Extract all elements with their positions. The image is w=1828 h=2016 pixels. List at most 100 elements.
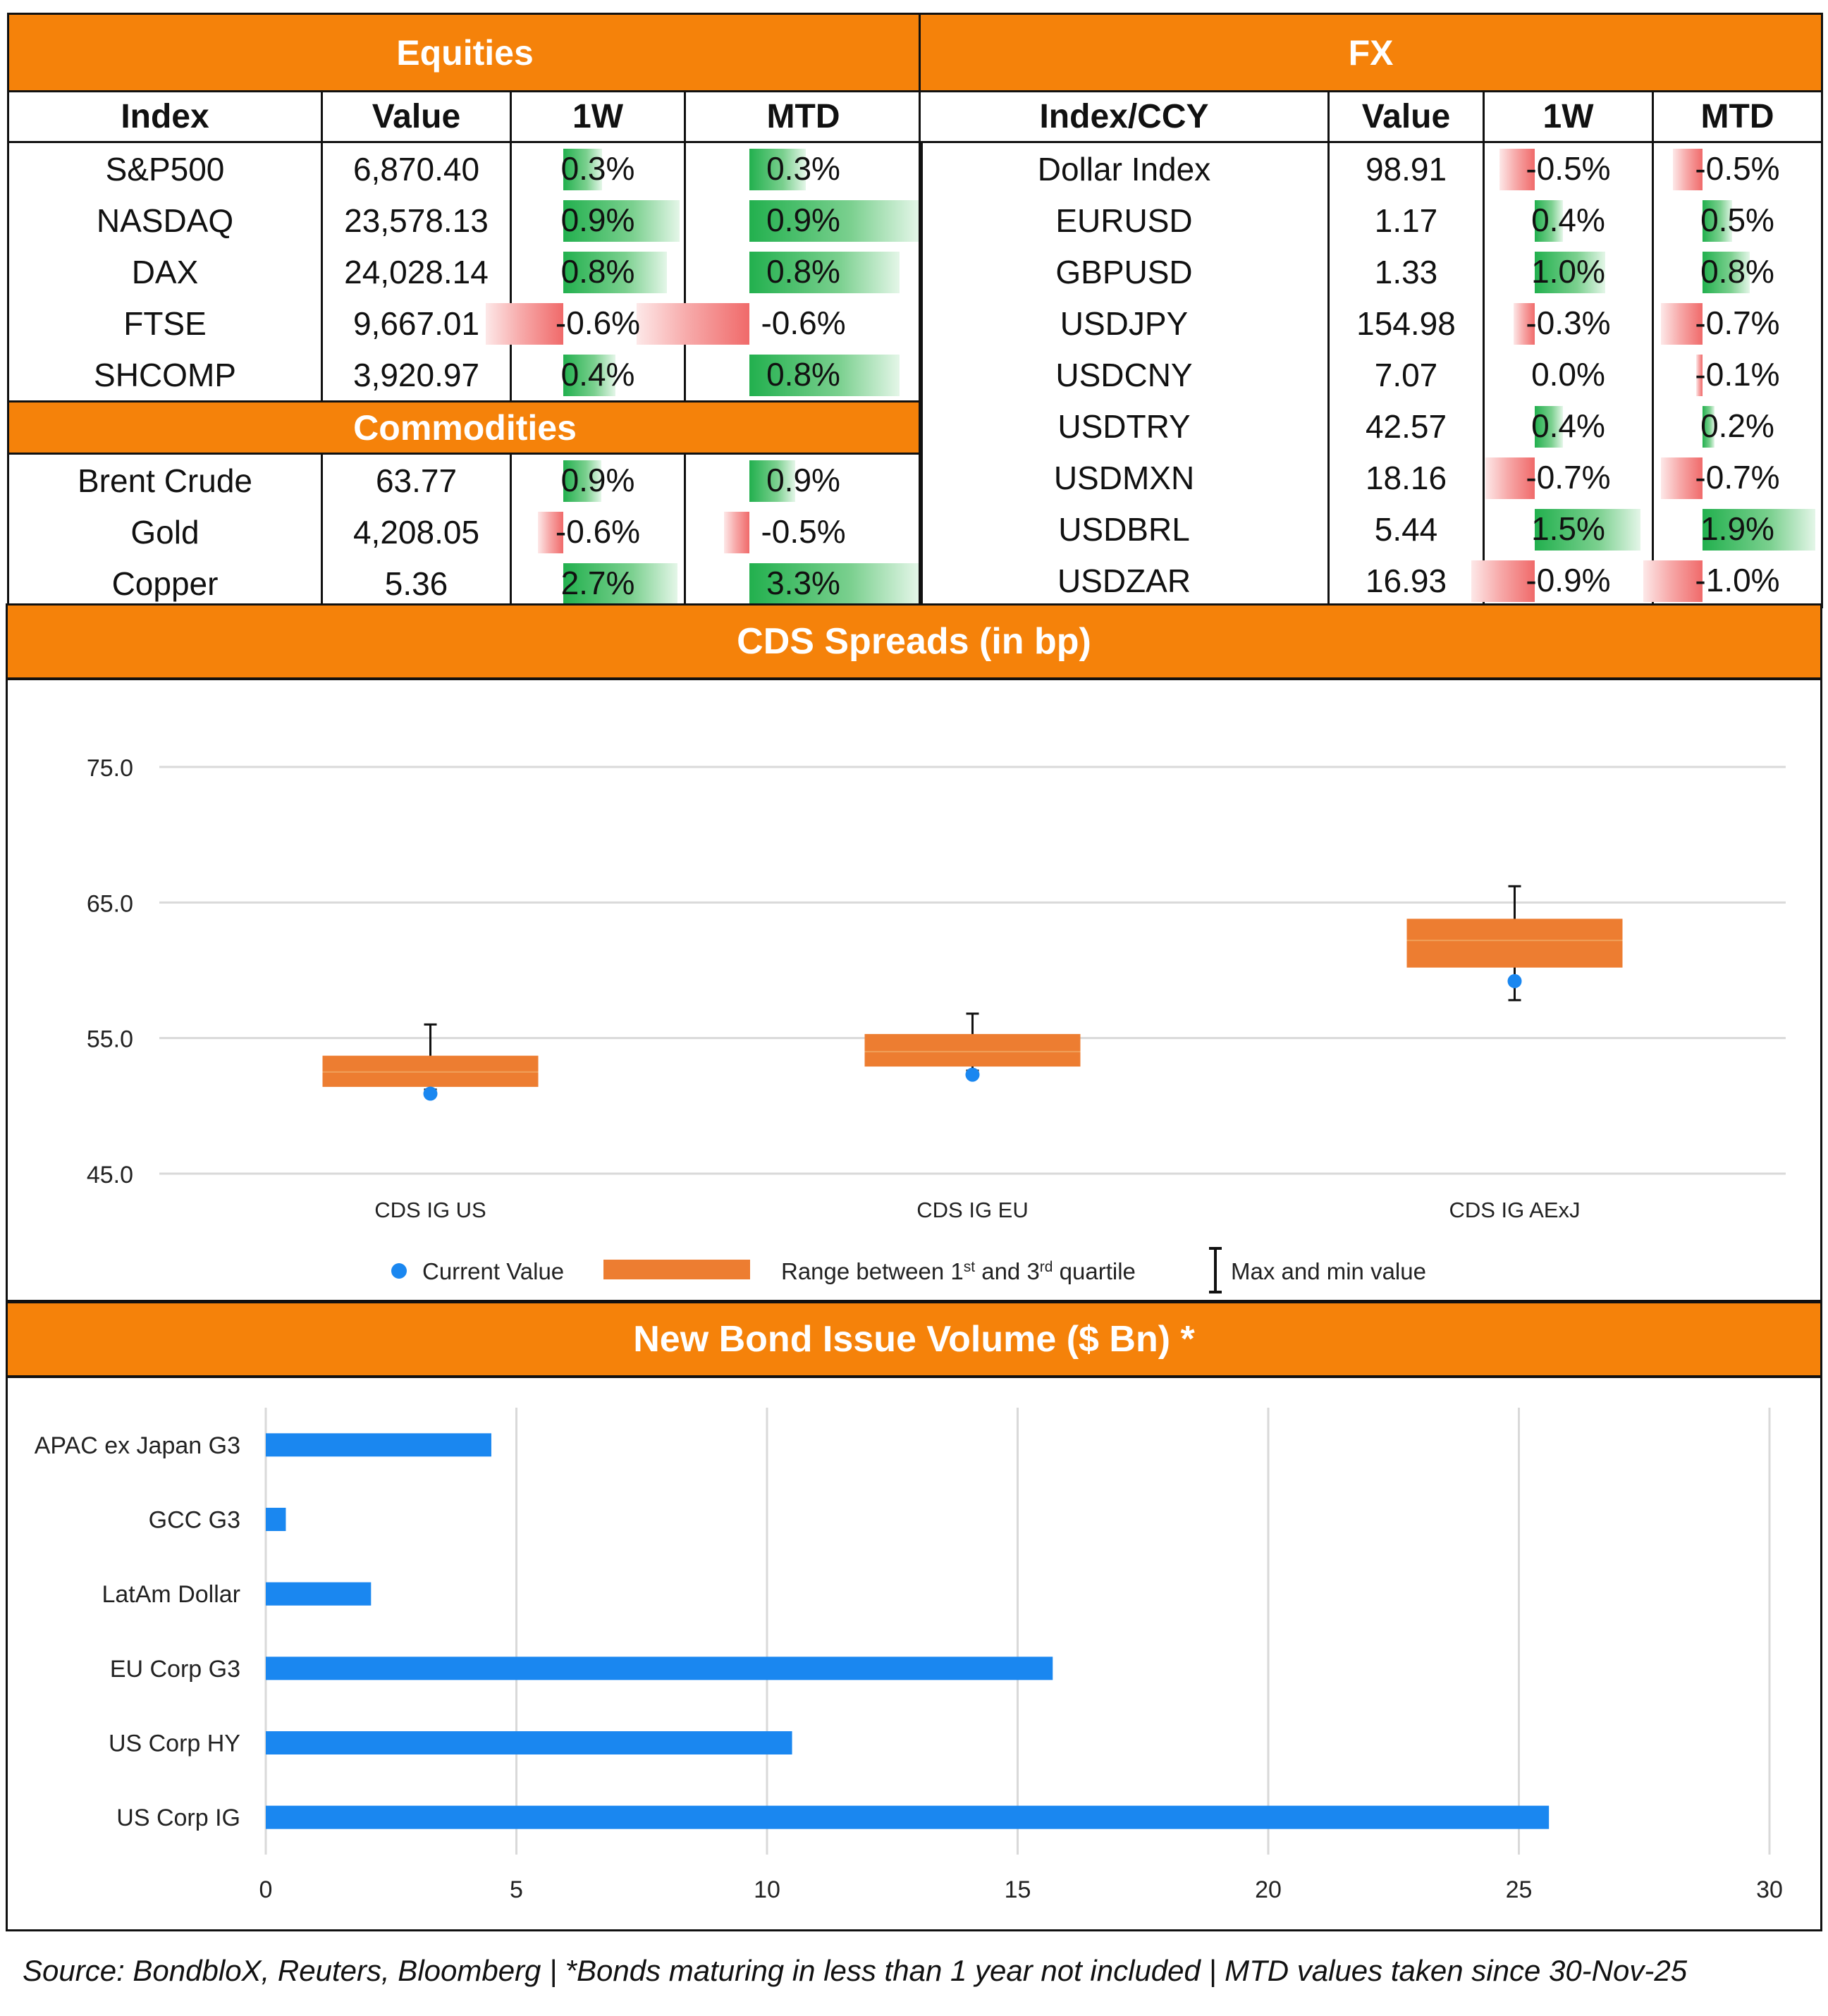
table-row: USDJPY 154.98 -0.3% -0.7%	[919, 297, 1824, 349]
row-value: 1.33	[1327, 246, 1485, 297]
pct-value: 0.9%	[766, 202, 840, 238]
bar	[266, 1805, 1550, 1829]
pct-cell: 0.8%	[1654, 246, 1821, 297]
pct-cell: 0.4%	[1485, 195, 1652, 246]
data-bar-positive	[1535, 200, 1564, 242]
row-value: 24,028.14	[321, 246, 512, 297]
current-value-point	[423, 1086, 438, 1101]
data-bar-negative	[1696, 355, 1703, 396]
pct-value: -0.6%	[555, 513, 641, 550]
legend-range-part: quartile	[1053, 1258, 1135, 1284]
pct-cell: 0.0%	[1485, 349, 1652, 400]
data-bar-negative	[1643, 560, 1703, 602]
data-bar-negative	[1514, 303, 1535, 345]
pct-value: -0.5%	[1695, 150, 1780, 187]
row-mtd: -1.0%	[1643, 555, 1824, 608]
x-tick-label: 10	[754, 1876, 780, 1903]
pct-value: 3.3%	[766, 565, 840, 601]
row-1w: 0.4%	[1483, 195, 1654, 246]
data-bar-positive	[749, 252, 900, 293]
row-mtd: -0.7%	[1651, 297, 1824, 349]
pct-value: -0.3%	[1526, 305, 1611, 341]
data-bar-positive	[563, 355, 615, 396]
row-value: 98.91	[1327, 142, 1485, 195]
table-row: S&P500 6,870.40 0.3% 0.3%	[7, 142, 924, 195]
pct-value: 0.8%	[1700, 253, 1774, 290]
y-category-label: LatAm Dollar	[102, 1581, 240, 1608]
source-note: Source: BondbloX, Reuters, Bloomberg | *…	[23, 1954, 1688, 1987]
data-bar-negative	[723, 512, 749, 553]
row-mtd: 1.9%	[1651, 503, 1824, 555]
pct-cell: 1.5%	[1485, 503, 1652, 555]
y-tick-label: 65.0	[87, 890, 133, 917]
x-tick-label: 5	[510, 1876, 523, 1903]
col-index: Index	[7, 90, 323, 143]
data-bar-positive	[563, 149, 603, 190]
pct-value: -1.0%	[1695, 562, 1780, 598]
cds-chart-panel: 45.0 55.0 65.0 75.0 CDS IG US CDS IG EU CDS IG…	[6, 678, 1822, 1302]
row-1w: 0.4%	[1483, 400, 1654, 452]
pct-value: -0.5%	[1526, 150, 1611, 187]
table-row: USDCNY 7.07 0.0% -0.1%	[919, 349, 1824, 400]
x-tick-label: 15	[1005, 1876, 1031, 1903]
row-1w: 2.7%	[510, 558, 686, 611]
pct-value: -0.5%	[761, 513, 846, 550]
pct-cell: 0.5%	[1654, 195, 1821, 246]
row-1w: 0.0%	[1483, 349, 1654, 400]
pct-cell: 0.8%	[686, 349, 921, 400]
data-bar-negative	[636, 303, 749, 345]
row-1w: -0.5%	[1483, 142, 1654, 195]
row-value: 42.57	[1327, 400, 1485, 452]
pct-cell: -0.6%	[512, 506, 684, 558]
pct-cell: 0.9%	[686, 455, 921, 506]
row-name: USDBRL	[919, 503, 1330, 555]
pct-value: -0.1%	[1695, 356, 1780, 393]
pct-cell: -0.5%	[686, 506, 921, 558]
row-name: USDZAR	[919, 555, 1330, 608]
y-category-label: US Corp IG	[116, 1805, 240, 1831]
bar	[266, 1508, 286, 1531]
y-category-label: EU Corp G3	[110, 1656, 240, 1683]
data-bar-negative	[1660, 303, 1703, 345]
pct-value: 0.4%	[560, 356, 635, 393]
row-mtd: 3.3%	[683, 558, 924, 611]
pct-value: 0.4%	[1531, 202, 1605, 238]
row-mtd: 0.8%	[683, 246, 924, 297]
row-name: USDJPY	[919, 297, 1330, 349]
legend-range-label: Range between 1st and 3rd quartile	[781, 1258, 1136, 1284]
pct-value: 0.8%	[766, 253, 840, 290]
pct-cell: -0.7%	[1485, 452, 1652, 503]
row-name: USDTRY	[919, 400, 1330, 452]
row-mtd: 0.8%	[1651, 246, 1824, 297]
y-tick-label: 75.0	[87, 755, 133, 782]
row-value: 9,667.01	[321, 297, 512, 349]
equities-title: Equities	[6, 13, 924, 92]
col-mtd: MTD	[683, 90, 924, 143]
pct-cell: -1.0%	[1643, 555, 1821, 606]
row-value: 6,870.40	[321, 142, 512, 195]
row-value: 154.98	[1327, 297, 1485, 349]
row-value: 4,208.05	[321, 506, 512, 558]
pct-cell: 2.7%	[512, 558, 684, 609]
bond-title: New Bond Issue Volume ($ Bn) *	[633, 1319, 1195, 1360]
table-row: Dollar Index 98.91 -0.5% -0.5%	[919, 142, 1824, 195]
data-bar-positive	[563, 563, 678, 605]
legend-range-part: rd	[1040, 1259, 1053, 1275]
row-1w: 1.5%	[1483, 503, 1654, 555]
quartile-box	[864, 1033, 1081, 1067]
x-category-label: CDS IG EU	[916, 1198, 1028, 1222]
data-bar-positive	[1535, 406, 1564, 448]
bond-chart-panel: 0 5 10 15 20 25 30 APAC ex Japan G3 GCC G3 LatAm …	[6, 1376, 1822, 1931]
table-row: SHCOMP 3,920.97 0.4% 0.8%	[7, 349, 924, 402]
row-1w: -0.6%	[510, 506, 686, 558]
row-name: USDCNY	[919, 349, 1330, 400]
pct-cell: 0.8%	[686, 246, 921, 297]
data-bar-positive	[749, 149, 806, 190]
row-name: Gold	[7, 506, 323, 558]
table-row: EURUSD 1.17 0.4% 0.5%	[919, 195, 1824, 246]
data-bar-positive	[563, 200, 680, 242]
pct-cell: -0.1%	[1654, 349, 1821, 400]
row-1w: -0.6%	[486, 297, 686, 349]
table-row: USDZAR 16.93 -0.9% -1.0%	[919, 555, 1824, 608]
pct-value: 0.3%	[766, 150, 840, 187]
